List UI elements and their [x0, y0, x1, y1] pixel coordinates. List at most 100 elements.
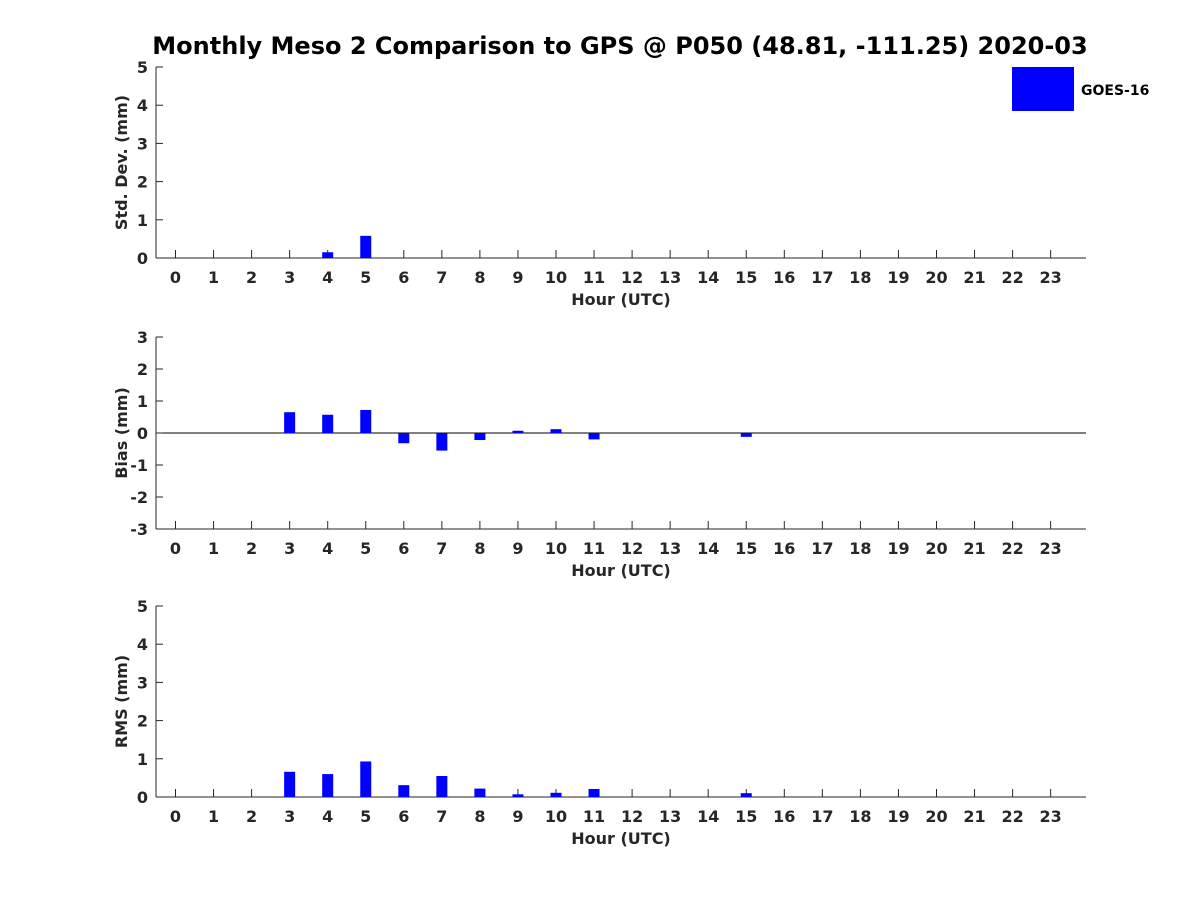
y-tick-label: -2 — [130, 488, 148, 507]
x-tick-label: 21 — [963, 539, 985, 558]
x-tick-label: 3 — [284, 539, 295, 558]
bar — [360, 235, 372, 258]
y-axis-label: Std. Dev. (mm) — [112, 95, 131, 230]
x-tick-label: 22 — [1001, 268, 1023, 287]
bar — [398, 433, 410, 444]
bar — [360, 409, 372, 433]
x-tick-label: 23 — [1040, 268, 1062, 287]
legend-label: GOES-16 — [1081, 83, 1149, 99]
bar — [550, 429, 562, 433]
x-tick-label: 18 — [849, 807, 871, 826]
x-tick-label: 9 — [512, 539, 523, 558]
x-tick-label: 13 — [659, 807, 681, 826]
x-tick-label: 21 — [963, 268, 985, 287]
x-tick-label: 0 — [170, 539, 181, 558]
y-axis-label: Bias (mm) — [112, 387, 131, 479]
x-tick-label: 17 — [811, 539, 833, 558]
y-tick-label: 0 — [137, 424, 148, 443]
x-tick-label: 10 — [545, 539, 567, 558]
y-tick-label: 5 — [137, 58, 148, 77]
x-tick-label: 15 — [735, 539, 757, 558]
x-tick-label: 11 — [583, 268, 605, 287]
x-tick-label: 10 — [545, 268, 567, 287]
x-tick-label: 14 — [697, 807, 719, 826]
x-tick-label: 3 — [284, 268, 295, 287]
y-tick-label: 2 — [137, 173, 148, 192]
x-tick-label: 12 — [621, 268, 643, 287]
bar — [550, 792, 562, 797]
x-tick-label: 6 — [398, 539, 409, 558]
y-tick-label: 0 — [137, 249, 148, 268]
x-tick-label: 10 — [545, 807, 567, 826]
x-tick-label: 4 — [322, 807, 333, 826]
x-tick-label: 23 — [1040, 539, 1062, 558]
x-tick-label: 1 — [208, 539, 219, 558]
x-tick-label: 8 — [474, 268, 485, 287]
x-tick-label: 0 — [170, 807, 181, 826]
bar — [322, 774, 334, 797]
x-tick-label: 8 — [474, 807, 485, 826]
x-tick-label: 13 — [659, 539, 681, 558]
x-tick-label: 0 — [170, 268, 181, 287]
y-tick-label: -1 — [130, 456, 148, 475]
x-tick-label: 7 — [436, 807, 447, 826]
x-axis-label: Hour (UTC) — [571, 561, 671, 580]
legend: GOES-16 — [1012, 67, 1149, 111]
x-tick-label: 16 — [773, 268, 795, 287]
y-tick-label: 3 — [137, 328, 148, 347]
x-tick-label: 5 — [360, 268, 371, 287]
x-tick-label: 19 — [887, 539, 909, 558]
legend-swatch — [1012, 67, 1074, 111]
x-tick-label: 20 — [925, 539, 947, 558]
y-tick-label: 2 — [137, 360, 148, 379]
bar — [512, 430, 524, 433]
x-tick-label: 15 — [735, 807, 757, 826]
bar — [740, 793, 752, 797]
bar — [436, 775, 448, 797]
y-tick-label: 4 — [137, 635, 148, 654]
x-tick-label: 14 — [697, 268, 719, 287]
x-tick-label: 12 — [621, 807, 643, 826]
x-tick-label: 9 — [512, 807, 523, 826]
x-tick-label: 21 — [963, 807, 985, 826]
x-tick-label: 18 — [849, 268, 871, 287]
x-tick-label: 22 — [1001, 807, 1023, 826]
x-tick-label: 11 — [583, 807, 605, 826]
x-tick-label: 9 — [512, 268, 523, 287]
y-tick-label: 1 — [137, 750, 148, 769]
x-tick-label: 20 — [925, 268, 947, 287]
x-tick-label: 14 — [697, 539, 719, 558]
x-tick-label: 15 — [735, 268, 757, 287]
bar — [322, 252, 334, 258]
y-tick-label: 3 — [137, 134, 148, 153]
bar — [322, 414, 334, 433]
x-tick-label: 1 — [208, 807, 219, 826]
x-tick-label: 17 — [811, 807, 833, 826]
x-tick-label: 11 — [583, 539, 605, 558]
x-axis-label: Hour (UTC) — [571, 290, 671, 309]
x-tick-label: 6 — [398, 268, 409, 287]
x-tick-label: 2 — [246, 268, 257, 287]
y-tick-label: 2 — [137, 712, 148, 731]
y-tick-label: 3 — [137, 673, 148, 692]
x-axis-label: Hour (UTC) — [571, 829, 671, 848]
x-tick-label: 19 — [887, 807, 909, 826]
x-tick-label: 13 — [659, 268, 681, 287]
x-tick-label: 16 — [773, 807, 795, 826]
bar — [512, 794, 524, 797]
x-tick-label: 1 — [208, 268, 219, 287]
x-tick-label: 17 — [811, 268, 833, 287]
bar — [474, 788, 486, 797]
x-tick-label: 16 — [773, 539, 795, 558]
x-tick-label: 2 — [246, 807, 257, 826]
chart-title: Monthly Meso 2 Comparison to GPS @ P050 … — [152, 32, 1087, 60]
y-tick-label: 1 — [137, 211, 148, 230]
x-tick-label: 7 — [436, 539, 447, 558]
x-tick-label: 23 — [1040, 807, 1062, 826]
bar — [436, 433, 448, 451]
x-tick-label: 4 — [322, 268, 333, 287]
y-tick-label: 1 — [137, 392, 148, 411]
